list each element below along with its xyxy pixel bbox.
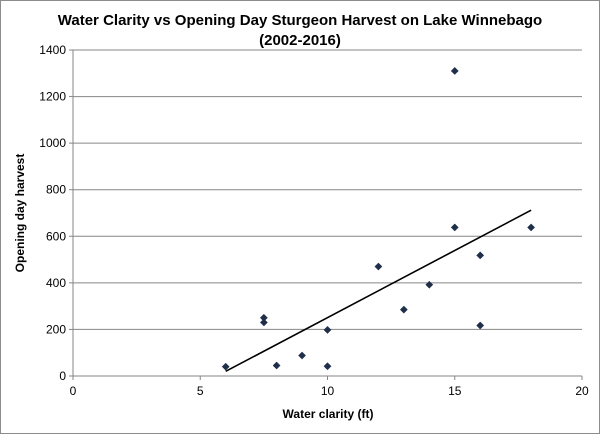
data-point [399,305,408,314]
data-point [476,321,485,330]
data-point [450,67,459,75]
data-point [476,251,485,260]
x-tick-label: 10 [321,384,335,398]
y-tick-labels: 0 200 400 600 800 1000 1200 1400 [39,43,66,383]
y-tick-label: 200 [46,322,66,336]
chart-title-line1: Water Clarity vs Opening Day Sturgeon Ha… [58,12,542,29]
data-point [272,361,281,370]
data-point [259,318,268,327]
y-tick-label: 600 [46,229,66,243]
x-tick-label: 0 [70,384,77,398]
data-point [425,280,434,289]
y-tick-label: 1400 [39,43,66,57]
y-tick-label: 0 [59,369,66,383]
x-tick-label: 5 [197,384,204,398]
data-point [450,223,459,232]
chart-title-line2: (2002-2016) [259,32,341,49]
data-point [323,362,332,371]
data-point [323,325,332,334]
y-tick-label: 1200 [39,90,66,104]
gridlines [73,49,582,330]
y-tick-label: 1000 [39,136,66,150]
y-tick-label: 800 [46,183,66,197]
trendline-group [225,209,532,373]
trendline [225,209,532,373]
axes [69,49,583,380]
x-axis-title: Water clarity (ft) [283,407,374,421]
x-tick-labels: 0 5 10 15 20 [70,384,589,398]
data-points [221,67,536,371]
y-axis-title: Opening day harvest [13,154,27,273]
data-point [374,262,383,271]
y-tick-label: 400 [46,276,66,290]
x-tick-label: 20 [575,384,589,398]
data-point [221,362,230,371]
data-point [527,223,536,232]
x-tick-label: 15 [448,384,462,398]
data-point [298,351,307,360]
